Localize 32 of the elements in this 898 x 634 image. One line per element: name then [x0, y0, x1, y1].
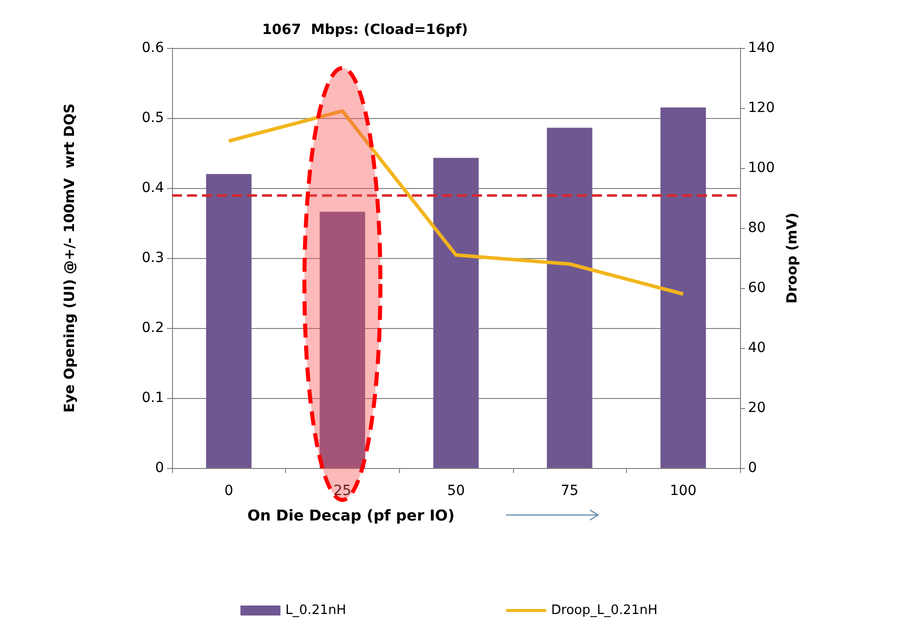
y2-tick-label: 40: [748, 340, 766, 356]
y-axis-title: Eye Opening (UI) @+/- 100mV wrt DQS: [62, 103, 78, 413]
y2-tick-label: 80: [748, 220, 766, 236]
y-tick-label: 0.6: [142, 40, 164, 56]
y-tick-label: 0.5: [142, 110, 164, 126]
bar: [320, 212, 366, 468]
y-tick-label: 0.4: [142, 180, 164, 196]
bar: [660, 108, 706, 468]
x-tick-label: 0: [224, 483, 234, 499]
y2-tick-label: 0: [748, 460, 757, 476]
chart-title: 1067 Mbps: (Cload=16pf): [262, 22, 468, 38]
y2-tick-label: 100: [748, 160, 775, 176]
legend-label: L_0.21nH: [285, 603, 346, 618]
y-tick-label: 0.3: [142, 250, 164, 266]
x-tick-label: 100: [670, 483, 697, 499]
y2-axis-title: Droop (mV): [784, 212, 801, 304]
x-tick-label: 75: [560, 483, 579, 499]
bar: [546, 128, 592, 468]
y2-tick-label: 60: [748, 280, 766, 296]
y2-tick-label: 20: [748, 400, 766, 416]
y-tick-label: 0.1: [142, 390, 164, 406]
bar: [433, 158, 479, 468]
x-tick-label: 50: [447, 483, 465, 499]
x-tick-label: 25: [333, 483, 352, 499]
line-series: [227, 109, 685, 296]
y2-tick-label: 120: [748, 100, 775, 116]
y-tick-label: 0.2: [142, 320, 164, 336]
y-tick-label: 0: [155, 460, 164, 476]
x-axis-title: On Die Decap (pf per IO): [247, 506, 455, 524]
bar: [206, 174, 252, 468]
y2-tick-label: 140: [748, 40, 775, 56]
legend-label: Droop_L_0.21nH: [551, 603, 658, 618]
